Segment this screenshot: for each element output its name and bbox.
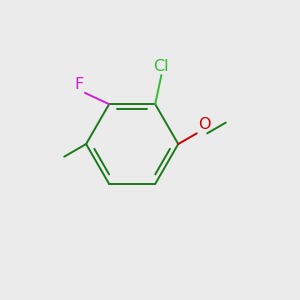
Text: O: O [198, 118, 210, 133]
Text: F: F [74, 77, 84, 92]
Text: Cl: Cl [154, 58, 169, 74]
